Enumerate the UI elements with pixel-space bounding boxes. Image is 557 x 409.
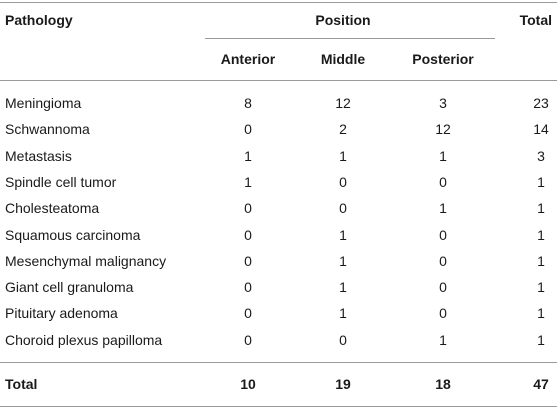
table-cell: 1 bbox=[339, 279, 347, 296]
table-cell: 1 bbox=[439, 147, 447, 164]
row-label: Pituitary adenoma bbox=[5, 305, 118, 322]
row-label: Cholesteatoma bbox=[5, 200, 100, 217]
total-cell: 10 bbox=[240, 376, 256, 392]
row-label: Giant cell granuloma bbox=[5, 279, 134, 296]
subheader-cell: Posterior bbox=[412, 51, 474, 67]
table-cell: 0 bbox=[339, 331, 347, 348]
total-cell: 19 bbox=[335, 376, 351, 392]
table-cell: 0 bbox=[244, 279, 252, 296]
table-cell: 12 bbox=[435, 121, 451, 138]
row-label: Schwannoma bbox=[5, 121, 90, 138]
table-cell: 3 bbox=[537, 147, 545, 164]
table-cell: 0 bbox=[244, 252, 252, 269]
total-cell: 18 bbox=[435, 376, 451, 392]
table-cell: 0 bbox=[244, 331, 252, 348]
table-cell: 1 bbox=[537, 226, 545, 243]
row-label: Meningioma bbox=[5, 95, 82, 111]
table-cell: 0 bbox=[339, 200, 347, 217]
table-cell: 0 bbox=[439, 173, 447, 190]
table-cell: 1 bbox=[537, 279, 545, 296]
table-cell: 0 bbox=[439, 226, 447, 243]
table-cell: 0 bbox=[244, 226, 252, 243]
total-label: Total bbox=[5, 376, 38, 392]
table-cell: 2 bbox=[339, 121, 347, 138]
table-cell: 0 bbox=[439, 252, 447, 269]
table-cell: 3 bbox=[439, 95, 447, 111]
table-cell: 1 bbox=[439, 331, 447, 348]
subheader-cell: Middle bbox=[320, 51, 366, 67]
rule bbox=[0, 406, 557, 407]
table-cell: 8 bbox=[244, 95, 252, 111]
table-cell: 1 bbox=[537, 331, 545, 348]
row-label: Mesenchymal malignancy bbox=[5, 252, 167, 269]
rule bbox=[0, 80, 557, 81]
row-label: Choroid plexus papilloma bbox=[5, 331, 163, 348]
table-cell: 1 bbox=[537, 173, 545, 190]
header-cell: Position bbox=[315, 12, 371, 28]
table-cell: 14 bbox=[533, 121, 549, 138]
table-cell: 1 bbox=[537, 200, 545, 217]
table-cell: 1 bbox=[339, 226, 347, 243]
table-cell: 23 bbox=[533, 95, 549, 111]
header-cell: Total bbox=[519, 12, 552, 28]
table-cell: 1 bbox=[244, 173, 252, 190]
rule bbox=[0, 362, 557, 363]
rule bbox=[0, 2, 557, 3]
table-cell: 0 bbox=[439, 305, 447, 322]
table-cell: 1 bbox=[439, 200, 447, 217]
table-cell: 0 bbox=[244, 200, 252, 217]
row-label: Spindle cell tumor bbox=[5, 173, 117, 190]
table-cell: 1 bbox=[339, 252, 347, 269]
rule bbox=[205, 38, 495, 39]
subheader-cell: Anterior bbox=[220, 51, 276, 67]
table-cell: 1 bbox=[537, 252, 545, 269]
table-cell: 1 bbox=[244, 147, 252, 164]
table-cell: 1 bbox=[339, 147, 347, 164]
row-label: Metastasis bbox=[5, 147, 72, 164]
table-cell: 12 bbox=[335, 95, 351, 111]
header-cell: Pathology bbox=[5, 12, 73, 28]
table-cell: 0 bbox=[339, 173, 347, 190]
row-label: Squamous carcinoma bbox=[5, 226, 141, 243]
table-cell: 1 bbox=[339, 305, 347, 322]
table-cell: 1 bbox=[537, 305, 545, 322]
table-cell: 0 bbox=[244, 121, 252, 138]
table-cell: 0 bbox=[439, 279, 447, 296]
table-cell: 0 bbox=[244, 305, 252, 322]
total-cell: 47 bbox=[533, 376, 549, 392]
